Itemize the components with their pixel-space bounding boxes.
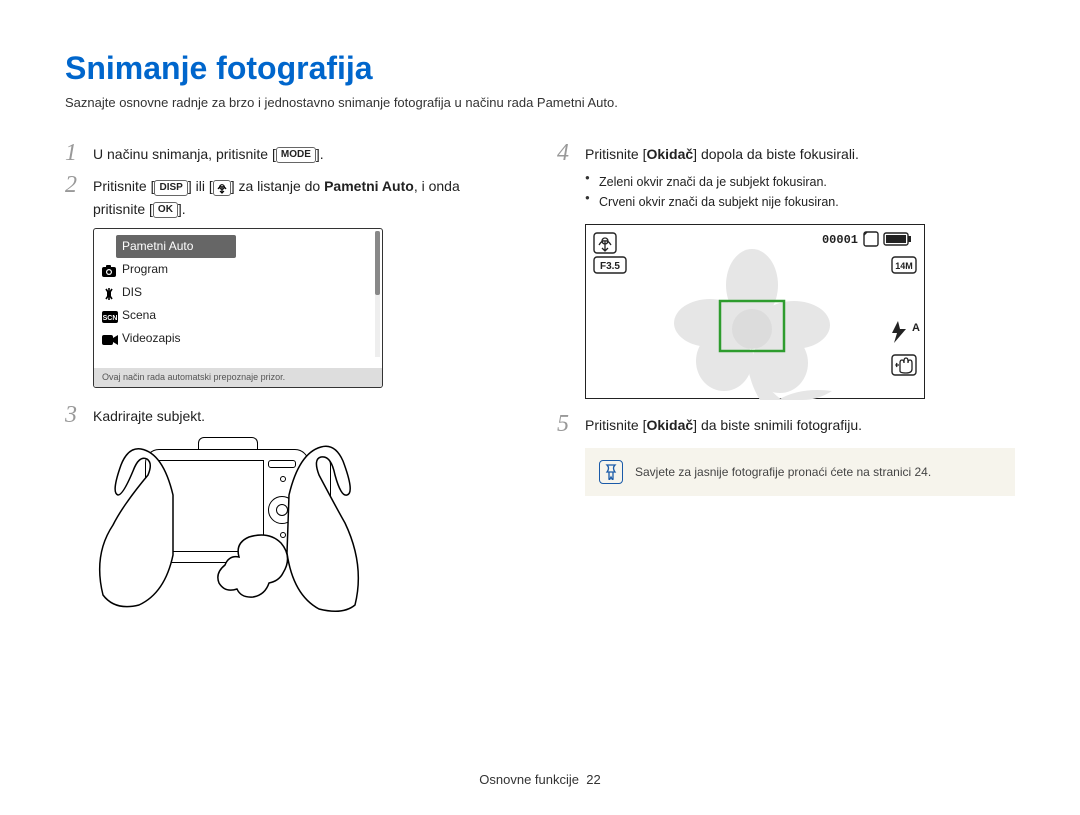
menu-footer-text: Ovaj način rada automatski prepoznaje pr… [94,368,382,387]
step-4-text: Pritisnite [Okidač] dopola da biste foku… [585,140,1015,165]
bullet-focused: Zeleni okvir znači da je subjekt fokusir… [585,172,1015,192]
camera-viewfinder: F3.5 00001 14M A [585,224,925,399]
step-1-text: U načinu snimanja, pritisnite [MODE]. [93,140,507,165]
step-num-2: 2 [65,172,77,198]
step-num-5: 5 [557,411,569,437]
step-3: 3 Kadrirajte subjekt. [65,402,507,428]
page-subtitle: Saznajte osnovne radnje za brzo i jednos… [65,95,1015,110]
tip-box: Savjete za jasnije fotografije pronaći ć… [585,448,1015,496]
menu-item: Videozapis [122,327,236,350]
disp-button-label: DISP [154,180,187,196]
left-column: 1 U načinu snimanja, pritisnite [MODE]. … [65,140,507,615]
mode-menu-panel: Pametni Auto Program DIS Scena Videozapi… [93,228,383,388]
step-3-text: Kadrirajte subjekt. [93,402,507,427]
aperture-value: F3.5 [600,261,620,272]
menu-item-selected: Pametni Auto [116,235,236,258]
tip-text: Savjete za jasnije fotografije pronaći ć… [635,465,931,479]
step-1: 1 U načinu snimanja, pritisnite [MODE]. [65,140,507,166]
menu-item: Program [122,258,236,281]
svg-text:14M: 14M [895,261,913,271]
step-2-text: Pritisnite [DISP] ili [] za listanje do … [93,172,507,220]
right-column: 4 Pritisnite [Okidač] dopola da biste fo… [557,140,1015,615]
hands-holding-camera-figure [93,435,363,615]
menu-item: DIS [122,281,236,304]
page-title: Snimanje fotografija [65,50,1015,87]
camera-mode-icon [102,259,118,282]
step-5-text: Pritisnite [Okidač] da biste snimili fot… [585,411,1015,436]
video-mode-icon [102,328,118,351]
tip-icon [599,460,623,484]
step-4-bullets: Zeleni okvir znači da je subjekt fokusir… [585,172,1015,212]
step-num-3: 3 [65,402,77,428]
bullet-not-focused: Crveni okvir znači da subjekt nije fokus… [585,192,1015,212]
menu-icons: SCN [102,259,118,351]
step-2: 2 Pritisnite [DISP] ili [] za listanje d… [65,172,507,220]
content-columns: 1 U načinu snimanja, pritisnite [MODE]. … [65,140,1015,615]
step-num-4: 4 [557,140,569,166]
mode-button-label: MODE [276,147,316,163]
shot-counter: 00001 [822,233,858,247]
svg-text:SCN: SCN [103,315,118,322]
dis-mode-icon [102,282,118,305]
menu-item: Scena [122,304,236,327]
ok-button-label: OK [153,202,178,218]
svg-text:A: A [912,322,920,334]
macro-icon [213,180,231,196]
step-4: 4 Pritisnite [Okidač] dopola da biste fo… [557,140,1015,166]
scn-mode-icon: SCN [102,305,118,328]
menu-scrollbar [375,231,380,357]
page-footer: Osnovne funkcije 22 [0,772,1080,787]
step-5: 5 Pritisnite [Okidač] da biste snimili f… [557,411,1015,437]
step-num-1: 1 [65,140,77,166]
